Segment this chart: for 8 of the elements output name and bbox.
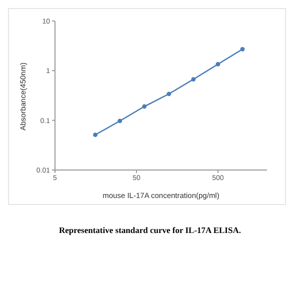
point	[191, 77, 196, 82]
point	[142, 104, 147, 109]
point	[93, 132, 98, 138]
text: Representative standard curve for IL-17A ELISA.	[58, 225, 242, 235]
point	[240, 47, 245, 52]
point	[216, 62, 220, 66]
point	[166, 92, 172, 96]
point	[118, 118, 122, 124]
